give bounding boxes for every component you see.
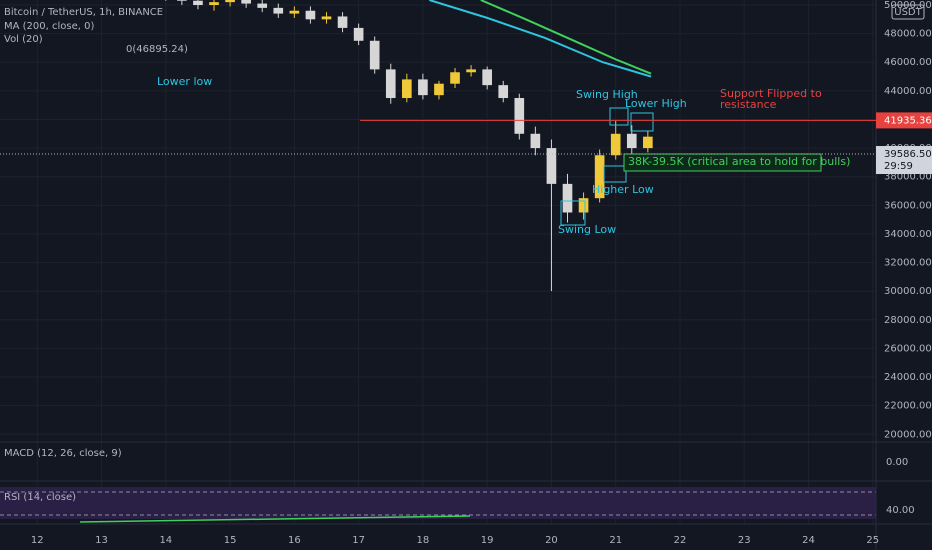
x-tick-label: 20 xyxy=(545,535,558,546)
y-tick-label: 44000.00 xyxy=(884,86,932,97)
candle-body xyxy=(385,69,396,99)
higher-low-box xyxy=(603,165,627,183)
candle-body xyxy=(257,3,268,8)
x-tick-label: 15 xyxy=(224,535,237,546)
annotation: Higher Low xyxy=(592,183,654,196)
candle-body xyxy=(643,136,653,149)
chart-title: Bitcoin / TetherUS, 1h, BINANCE xyxy=(4,7,163,18)
x-tick-label: 23 xyxy=(738,535,751,546)
candle-body xyxy=(434,83,444,96)
price-pane xyxy=(165,0,653,292)
y-tick-label: 36000.00 xyxy=(884,200,932,211)
candle-body xyxy=(225,0,235,3)
candle-body xyxy=(466,69,476,73)
candle-body xyxy=(562,183,573,213)
x-tick-label: 13 xyxy=(95,535,108,546)
moving-average xyxy=(480,0,652,75)
last-price-label: 39586.50 xyxy=(884,149,932,160)
candle-body xyxy=(482,69,492,86)
candle-body xyxy=(353,27,364,41)
candle-body xyxy=(498,85,509,99)
indicator-label: MA (200, close, 0) xyxy=(4,21,94,32)
candle-body xyxy=(177,0,187,1)
x-tick-label: 21 xyxy=(609,535,622,546)
candle-body xyxy=(546,148,557,184)
x-tick-label: 22 xyxy=(674,535,687,546)
macd-tick: 0.00 xyxy=(886,457,908,468)
rsi-tick: 40.00 xyxy=(886,505,915,516)
candle-body xyxy=(530,133,541,149)
resistance-label: 41935.36 xyxy=(884,115,932,126)
rsi-trendline xyxy=(79,515,471,523)
candle-body xyxy=(289,10,300,14)
x-tick-label: 24 xyxy=(802,535,815,546)
candle-body xyxy=(241,0,251,4)
annotation: Lower low xyxy=(157,75,212,88)
candle-body xyxy=(626,133,637,149)
candle-body xyxy=(337,16,348,28)
candle-body xyxy=(418,79,428,96)
moving-average xyxy=(429,0,652,78)
indicator-value: 0(46895.24) xyxy=(126,44,188,55)
swing-low-box xyxy=(560,200,586,226)
candle-body xyxy=(369,40,380,70)
callout-box xyxy=(623,153,822,172)
annotation: Swing High xyxy=(576,88,638,101)
countdown: 29:59 xyxy=(884,161,913,172)
candle-body xyxy=(305,10,316,20)
candle-body xyxy=(193,0,203,6)
candle-body xyxy=(594,155,605,199)
candle-body xyxy=(514,98,525,134)
swing-high-box xyxy=(609,107,629,126)
candle-body xyxy=(450,72,460,84)
y-tick-label: 26000.00 xyxy=(884,343,932,354)
annotation: 38K-39.5K (critical area to hold for bul… xyxy=(628,155,850,168)
annotation: Support Flipped to xyxy=(720,87,822,100)
y-tick-label: 32000.00 xyxy=(884,258,932,269)
x-tick-label: 16 xyxy=(288,535,301,546)
candle-body xyxy=(610,133,621,156)
y-tick-label: 34000.00 xyxy=(884,229,932,240)
y-tick-label: 24000.00 xyxy=(884,372,932,383)
last-price-tag xyxy=(876,146,932,175)
annotation: Swing Low xyxy=(558,223,616,236)
x-tick-label: 14 xyxy=(159,535,172,546)
rsi-label: RSI (14, close) xyxy=(4,492,76,503)
candle-body xyxy=(321,16,332,20)
annotation: Lower High xyxy=(625,97,687,110)
x-tick-label: 17 xyxy=(352,535,365,546)
currency-badge[interactable] xyxy=(891,4,925,20)
y-tick-label: 48000.00 xyxy=(884,29,932,40)
y-tick-label: 50000.00 xyxy=(884,0,932,11)
x-tick-label: 18 xyxy=(417,535,430,546)
resistance-tag xyxy=(876,112,932,129)
x-tick-label: 12 xyxy=(31,535,44,546)
y-tick-label: 46000.00 xyxy=(884,57,932,68)
annotation: resistance xyxy=(720,98,777,111)
candle-body xyxy=(578,198,589,213)
candle-body xyxy=(402,79,412,99)
x-tick-label: 19 xyxy=(481,535,494,546)
y-tick-label: 28000.00 xyxy=(884,315,932,326)
y-tick-label: 30000.00 xyxy=(884,286,932,297)
x-tick-label: 25 xyxy=(866,535,879,546)
y-tick-label: 38000.00 xyxy=(884,172,932,183)
lower-high-box xyxy=(630,112,654,132)
y-tick-label: 20000.00 xyxy=(884,429,932,440)
currency[interactable]: USDT xyxy=(894,7,922,18)
indicator-label: Vol (20) xyxy=(4,34,43,45)
y-tick-label: 22000.00 xyxy=(884,401,932,412)
macd-label: MACD (12, 26, close, 9) xyxy=(4,448,122,459)
candle-body xyxy=(273,7,284,14)
candle-body xyxy=(209,2,219,6)
